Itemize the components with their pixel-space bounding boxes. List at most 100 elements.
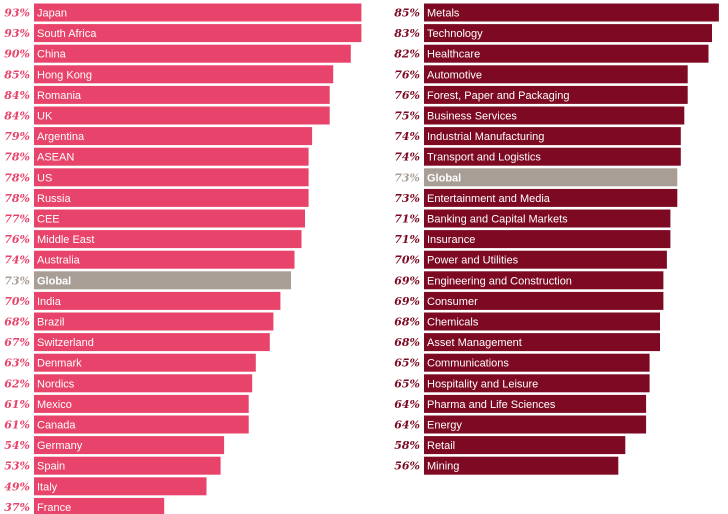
value-label-australia: 74% [4,254,30,267]
category-label-uk: UK [37,111,53,123]
category-label-industrial-manufacturing: Industrial Manufacturing [427,131,544,143]
value-label-mexico: 61% [4,398,30,411]
bar-australia [34,250,295,269]
bar-insurance [424,230,671,249]
bar-china [34,44,351,63]
value-label-metals: 85% [394,7,420,20]
bar-technology [424,24,712,43]
value-label-france: 37% [4,501,30,514]
value-label-us: 78% [4,171,30,184]
value-label-power-and-utilities: 70% [394,254,420,267]
value-label-asean: 78% [4,151,30,164]
category-label-romania: Romania [37,90,82,102]
bar-japan [34,3,362,22]
category-label-mexico: Mexico [37,399,72,411]
value-label-technology: 83% [394,27,420,40]
value-label-asset-management: 68% [394,336,420,349]
bar-communications [424,353,650,372]
bar-automotive [424,65,688,84]
category-label-italy: Italy [37,481,58,493]
category-label-mining: Mining [427,461,459,473]
bar-entertainment-and-media [424,188,678,207]
bar-uk [34,106,330,125]
category-label-chemicals: Chemicals [427,317,479,329]
bar-business-services [424,106,685,125]
category-label-retail: Retail [427,440,455,452]
bar-canada [34,415,249,434]
bar-india [34,291,281,310]
bar-healthcare [424,44,709,63]
category-label-entertainment-and-media: Entertainment and Media [427,193,551,205]
category-label-france: France [37,502,71,514]
category-label-automotive: Automotive [427,69,482,81]
bar-banking-and-capital-markets [424,209,671,228]
bar-nordics [34,374,253,393]
category-label-asean: ASEAN [37,152,74,164]
value-label-mining: 56% [394,460,420,473]
bar-industrial-manufacturing [424,127,681,146]
bar-south-africa [34,24,362,43]
bar-retail [424,436,626,455]
category-label-hong-kong: Hong Kong [37,69,92,81]
category-label-germany: Germany [37,440,83,452]
bar-chemicals [424,312,660,331]
bar-us [34,168,309,187]
bar-global [34,271,291,290]
bar-middle-east [34,230,302,249]
bar-transport-and-logistics [424,147,681,166]
bar-hospitality-and-leisure [424,374,650,393]
category-label-forest-paper-and-packaging: Forest, Paper and Packaging [427,90,569,102]
category-label-business-services: Business Services [427,111,517,123]
value-label-argentina: 79% [4,130,30,143]
value-label-global: 73% [4,274,30,287]
bar-romania [34,85,330,104]
value-label-nordics: 62% [4,377,30,390]
category-label-south-africa: South Africa [37,28,97,40]
bar-switzerland [34,333,270,352]
value-label-japan: 93% [4,7,30,20]
bar-italy [34,477,207,496]
bar-metals [424,3,719,22]
value-label-consumer: 69% [394,295,420,308]
bar-consumer [424,291,664,310]
category-label-brazil: Brazil [37,317,65,329]
value-label-entertainment-and-media: 73% [394,192,420,205]
value-label-retail: 58% [394,439,420,452]
bar-hong-kong [34,65,334,84]
value-label-cee: 77% [4,213,30,226]
bar-global [424,168,678,187]
value-label-automotive: 76% [394,68,420,81]
category-label-asset-management: Asset Management [427,337,522,349]
bar-mining [424,456,619,475]
category-label-russia: Russia [37,193,72,205]
category-label-hospitality-and-leisure: Hospitality and Leisure [427,378,538,390]
bar-asean [34,147,309,166]
category-label-cee: CEE [37,214,60,226]
category-label-pharma-and-life-sciences: Pharma and Life Sciences [427,399,556,411]
territory-bar-chart: 93% Japan 93% South Africa 90% China 85% Hong K… [4,3,362,514]
value-label-chemicals: 68% [394,316,420,329]
category-label-switzerland: Switzerland [37,337,94,349]
value-label-pharma-and-life-sciences: 64% [394,398,420,411]
category-label-consumer: Consumer [427,296,478,308]
category-label-us: US [37,172,52,184]
category-label-banking-and-capital-markets: Banking and Capital Markets [427,214,568,226]
value-label-industrial-manufacturing: 74% [394,130,420,143]
value-label-russia: 78% [4,192,30,205]
category-label-india: India [37,296,62,308]
category-label-japan: Japan [37,8,67,20]
value-label-italy: 49% [4,480,30,493]
value-label-transport-and-logistics: 74% [394,151,420,164]
value-label-insurance: 71% [394,233,420,246]
category-label-power-and-utilities: Power and Utilities [427,255,519,267]
category-label-canada: Canada [37,420,76,432]
category-label-communications: Communications [427,358,509,370]
category-label-middle-east: Middle East [37,234,94,246]
bar-brazil [34,312,274,331]
category-label-technology: Technology [427,28,483,40]
category-label-spain: Spain [37,461,65,473]
value-label-forest-paper-and-packaging: 76% [394,89,420,102]
value-label-south-africa: 93% [4,27,30,40]
value-label-china: 90% [4,48,30,61]
